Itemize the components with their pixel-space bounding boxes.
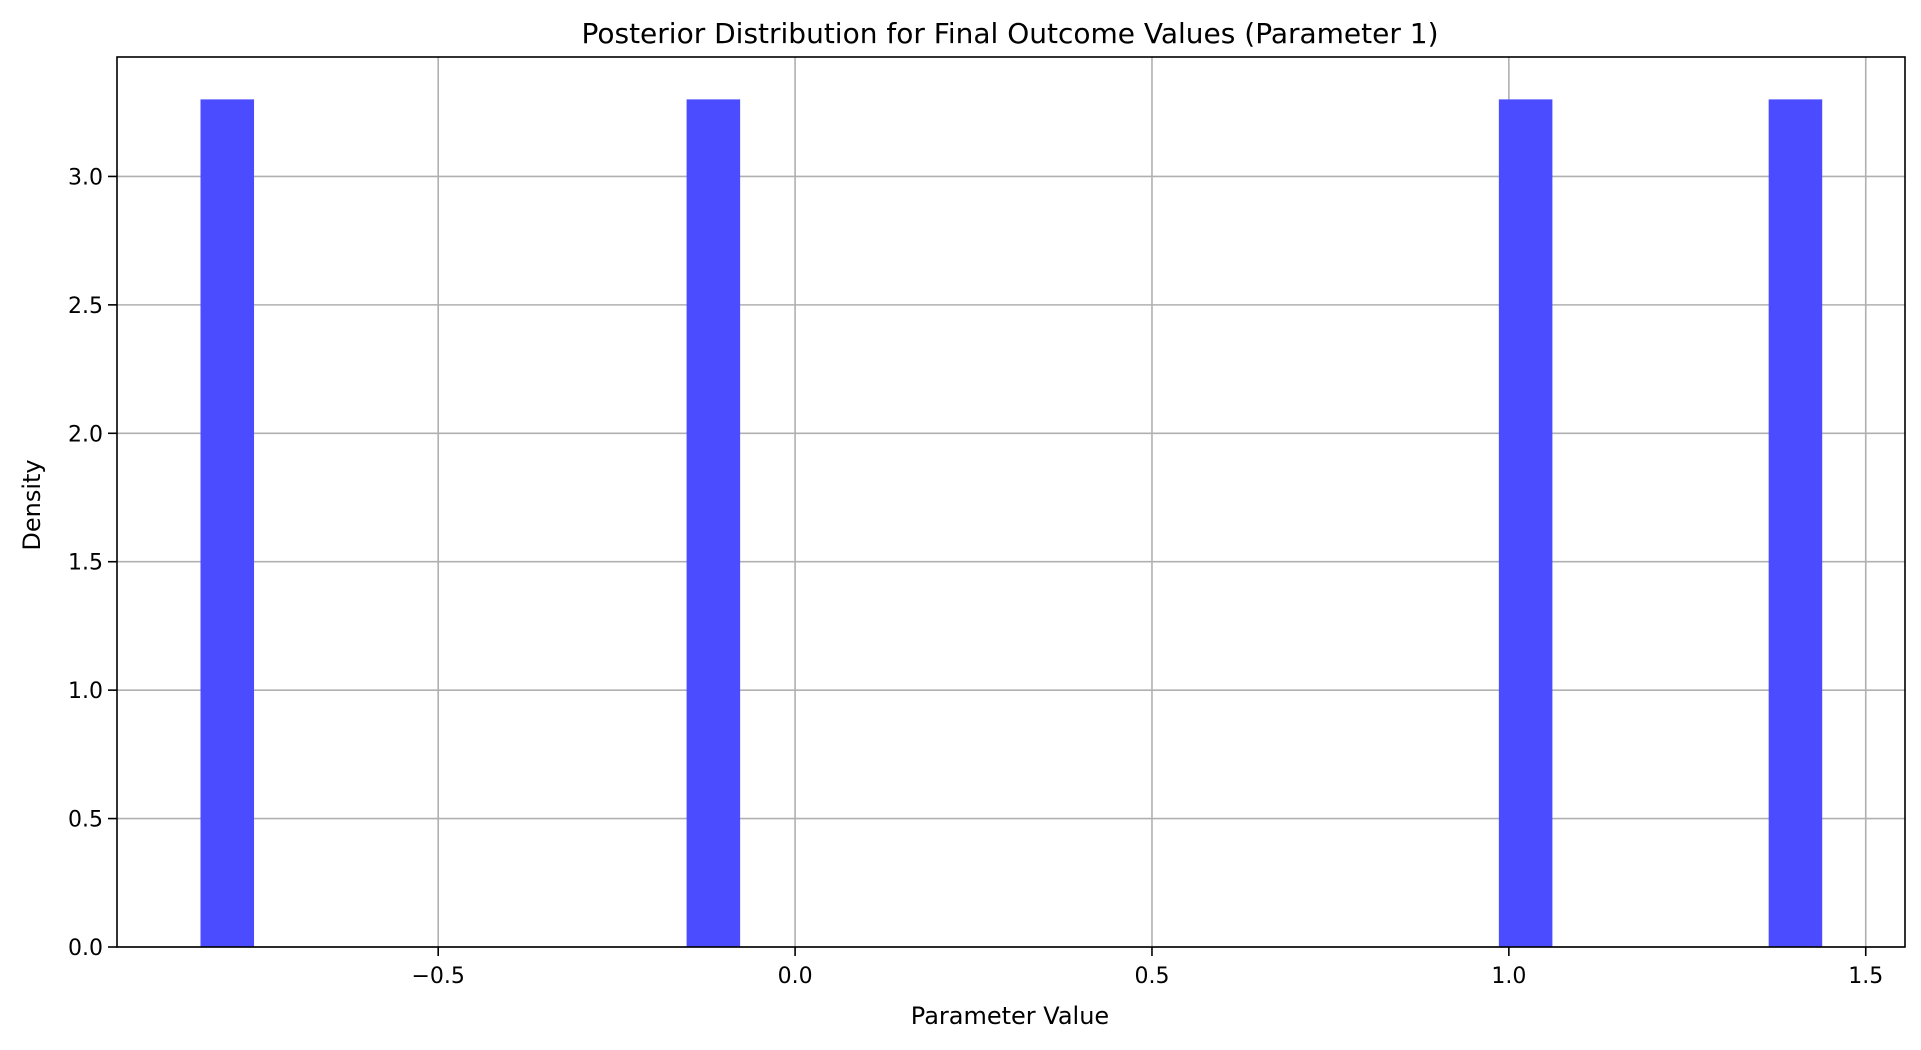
histogram-bar-2 [1498,99,1553,947]
grid-layer [117,57,1905,948]
ticks-layer: −0.5 0.0 0.5 1.0 1.5 0.0 0.5 1.0 1.5 2.0 2.5 3.0 [68,165,1883,989]
x-tick-label-4: 1.5 [1848,964,1883,989]
y-axis-label: Density [18,459,46,550]
histogram-bar-1 [686,99,741,947]
x-axis-label: Parameter Value [911,1002,1109,1030]
y-tick-label-6: 3.0 [68,165,103,190]
bars-layer [200,99,1823,947]
y-tick-label-0: 0.0 [68,936,103,961]
x-tick-label-3: 1.0 [1491,964,1526,989]
y-tick-label-2: 1.0 [68,679,103,704]
y-tick-label-4: 2.0 [68,422,103,447]
histogram-bar-3 [1768,99,1823,947]
y-tick-label-3: 1.5 [68,551,103,576]
x-tick-label-2: 0.5 [1134,964,1169,989]
y-tick-label-5: 2.5 [68,294,103,319]
histogram-bar-0 [200,99,255,947]
x-tick-label-1: 0.0 [778,964,813,989]
axes-frame [116,56,1906,948]
y-tick-label-1: 0.5 [68,808,103,833]
x-tick-label-0: −0.5 [411,964,464,989]
chart-title: Posterior Distribution for Final Outcome… [581,17,1438,50]
